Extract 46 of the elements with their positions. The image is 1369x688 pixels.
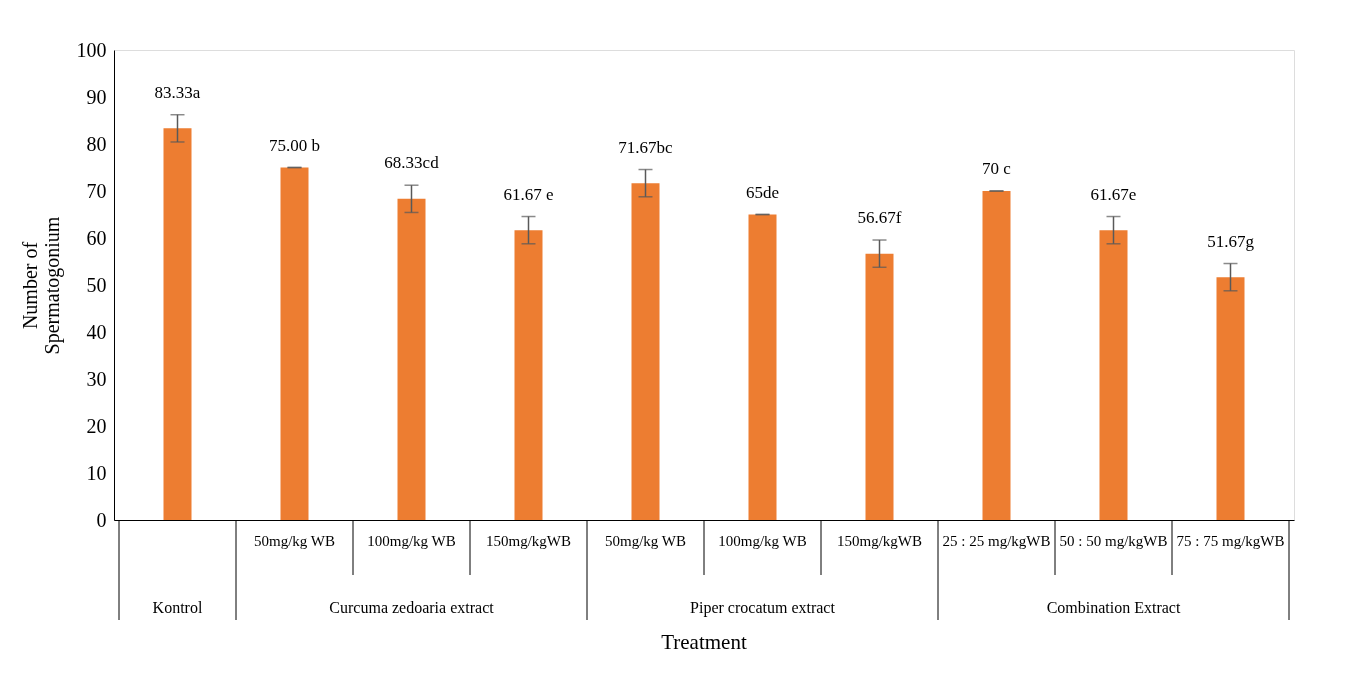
y-tick-label: 100 [76,38,107,61]
data-label: 56.67f [857,208,902,228]
y-tick-label: 40 [86,320,107,343]
y-tick-label: 90 [86,85,107,108]
x-tick-label: 75 : 75 mg/kgWB [1176,533,1285,549]
y-tick-label: 80 [86,132,107,155]
text: Combination Extract [1046,599,1181,616]
data-label: 75.00 b [269,135,320,155]
x-tick-label: 100mg/kg WB [718,533,807,549]
bar [280,167,309,520]
y-tick-label: 10 [86,461,107,484]
text: Piper crocatum extract [690,599,836,617]
bar [982,191,1011,520]
y-tick-label: 70 [86,179,107,202]
data-label: 61.67e [1090,184,1137,204]
bar [865,253,894,520]
data-label: 70 c [982,159,1012,178]
bar [397,198,426,520]
x-tick-label: 50mg/kg WB [254,533,335,549]
y-axis-title: Number of Spermatogonium [18,216,64,355]
data-label: 71.67bc [618,137,674,157]
data-label: 61.67 e [503,184,554,204]
x-tick-label: 50mg/kg WB [605,533,686,549]
y-tick-label: 20 [86,414,107,437]
bar [163,128,192,520]
x-tick-label: 50 : 50 mg/kgWB [1059,533,1168,549]
text: Kontrol [152,599,203,616]
bar [1099,230,1128,520]
y-tick-label: 60 [86,226,107,249]
data-label: 65de [745,182,780,202]
data-label: 51.67g [1207,231,1255,251]
bar [1216,277,1245,520]
x-axis-title: Treatment [661,630,747,654]
x-tick-label: 100mg/kg WB [367,533,456,549]
y-tick-label: 30 [86,367,107,390]
bar [514,230,543,520]
data-label: 83.33a [154,82,201,102]
y-tick-label: 0 [96,508,107,531]
bar [748,214,777,520]
text: Curcuma zedoaria extract [329,599,495,616]
bar [631,183,660,520]
x-tick-label: 150mg/kgWB [486,533,571,549]
data-label: 68.33cd [384,153,440,173]
x-tick-label: 150mg/kgWB [837,533,922,549]
y-tick-label: 50 [86,273,107,296]
x-tick-label: 25 : 25 mg/kgWB [942,533,1051,549]
